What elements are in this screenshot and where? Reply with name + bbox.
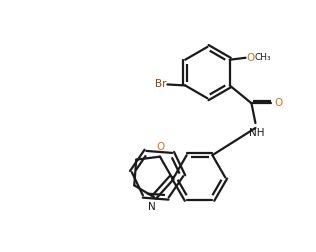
Text: CH₃: CH₃ xyxy=(254,53,271,62)
Text: Br: Br xyxy=(155,79,167,89)
Text: O: O xyxy=(157,142,165,152)
Text: NH: NH xyxy=(249,128,264,138)
Text: O: O xyxy=(274,98,283,108)
Text: O: O xyxy=(246,53,255,63)
Text: N: N xyxy=(148,202,156,212)
